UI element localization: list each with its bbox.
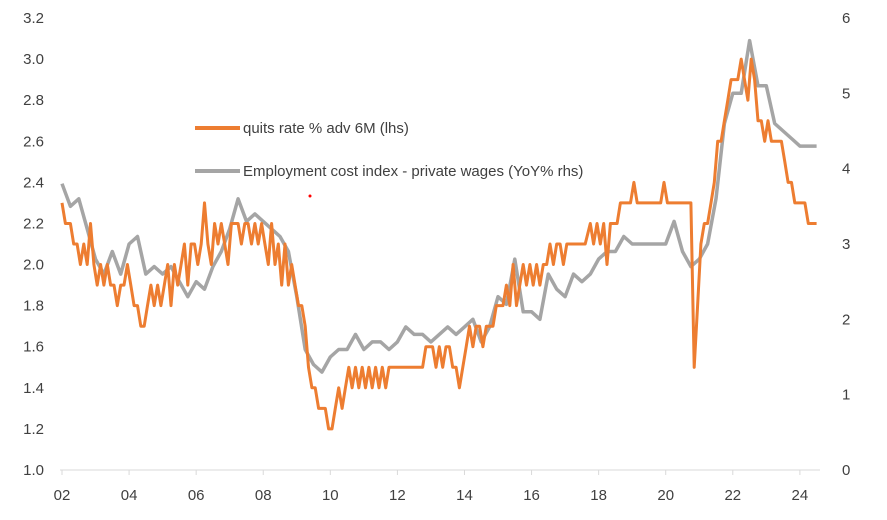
- left-tick-label: 3.2: [23, 10, 44, 27]
- series-line-eci: [60, 38, 817, 374]
- x-tick-label: 06: [188, 487, 205, 504]
- left-tick-label: 2.2: [23, 215, 44, 232]
- x-tick-label: 20: [657, 487, 674, 504]
- left-tick-label: 2.4: [23, 174, 44, 191]
- right-tick-label: 2: [842, 311, 850, 328]
- left-tick-label: 2.6: [23, 133, 44, 150]
- stray-dot: [308, 194, 312, 198]
- left-tick-label: 1.0: [23, 462, 44, 479]
- legend-entry-quits: quits rate % adv 6M (lhs): [195, 120, 409, 137]
- x-tick-label: 16: [523, 487, 540, 504]
- x-tick-label: 24: [792, 487, 809, 504]
- series-lines: [60, 38, 817, 431]
- left-tick-label: 2.0: [23, 257, 44, 274]
- series-line-quits: [60, 57, 817, 431]
- right-tick-label: 1: [842, 387, 850, 404]
- x-axis-ticks: 02 04 06 08 10 12 14 16 18 20 22 24: [54, 470, 809, 504]
- left-tick-label: 1.6: [23, 339, 44, 356]
- right-tick-label: 5: [842, 85, 850, 102]
- x-tick-label: 04: [121, 487, 138, 504]
- right-tick-label: 4: [842, 161, 850, 178]
- left-tick-label: 1.4: [23, 380, 44, 397]
- x-tick-label: 18: [590, 487, 607, 504]
- legend-label-eci: Employment cost index - private wages (Y…: [243, 163, 583, 180]
- right-tick-label: 6: [842, 10, 850, 27]
- left-tick-label: 1.8: [23, 298, 44, 315]
- x-tick-label: 12: [389, 487, 406, 504]
- right-axis-tick-labels: 0 1 2 3 4 5 6: [842, 10, 850, 479]
- legend: quits rate % adv 6M (lhs) Employment cos…: [195, 120, 583, 180]
- legend-entry-eci: Employment cost index - private wages (Y…: [195, 163, 583, 180]
- left-tick-label: 2.8: [23, 92, 44, 109]
- x-tick-label: 10: [322, 487, 339, 504]
- right-tick-label: 3: [842, 236, 850, 253]
- x-tick-label: 22: [724, 487, 741, 504]
- x-tick-label: 02: [54, 487, 71, 504]
- x-tick-label: 14: [456, 487, 473, 504]
- legend-label-quits: quits rate % adv 6M (lhs): [243, 120, 409, 137]
- left-tick-label: 3.0: [23, 51, 44, 68]
- left-tick-label: 1.2: [23, 421, 44, 438]
- left-axis-tick-labels: 1.0 1.2 1.4 1.6 1.8 2.0 2.2 2.4 2.6 2.8 3.0 3.2: [23, 10, 44, 479]
- right-tick-label: 0: [842, 462, 850, 479]
- x-tick-label: 08: [255, 487, 272, 504]
